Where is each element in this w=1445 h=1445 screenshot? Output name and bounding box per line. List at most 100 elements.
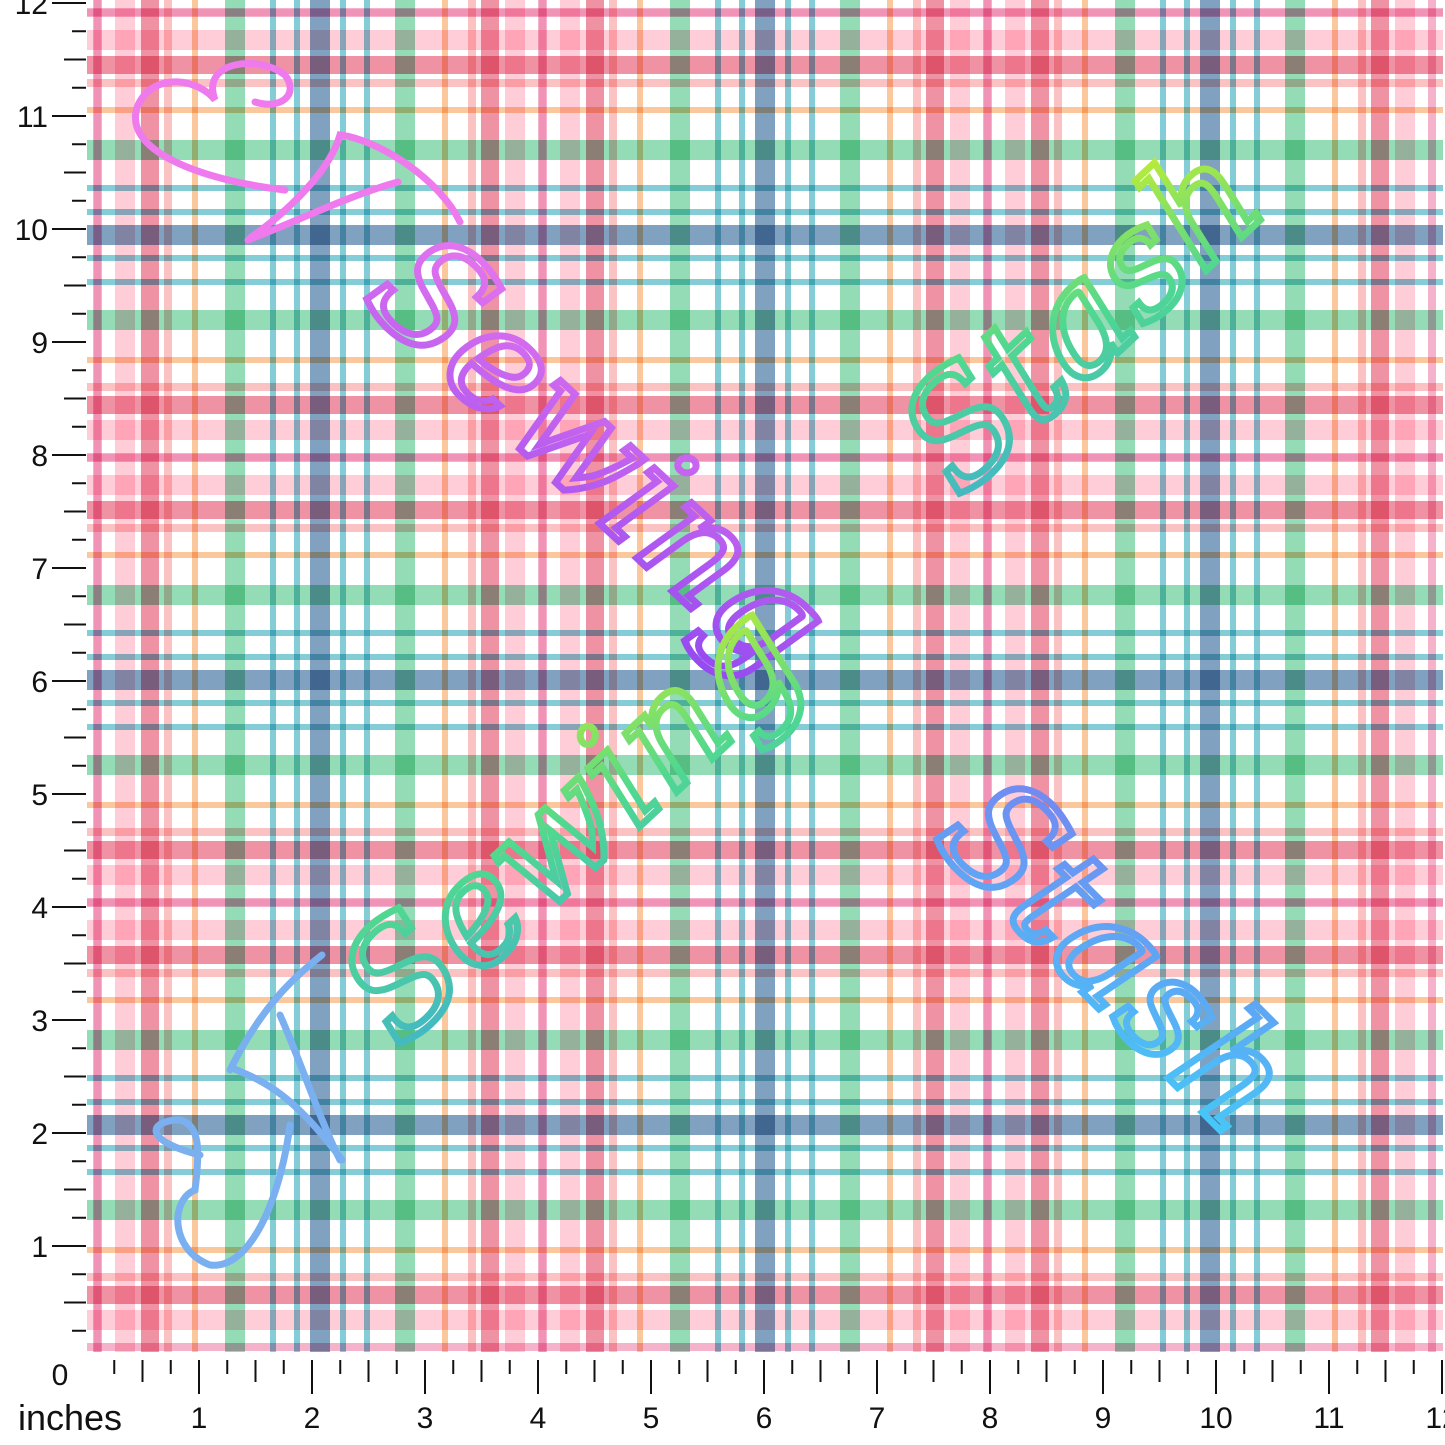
vertical-stripe xyxy=(164,0,172,1352)
vertical-stripe xyxy=(310,0,330,1352)
horizontal-stripe xyxy=(87,9,1443,17)
vertical-stripe xyxy=(192,0,198,1352)
vertical-stripe xyxy=(560,0,580,1352)
ruler-origin-label: 0 xyxy=(52,1359,69,1392)
vertical-stripe xyxy=(840,0,860,1352)
horizontal-stripe xyxy=(87,828,1443,836)
horizontal-stripe xyxy=(87,1343,1443,1351)
vertical-stripe xyxy=(1358,0,1366,1352)
horizontal-stripe xyxy=(87,802,1443,808)
vertical-stripe xyxy=(1054,0,1062,1352)
horizontal-stripe xyxy=(87,920,1443,940)
vertical-stripe xyxy=(364,0,370,1352)
vertical-stripe xyxy=(809,0,815,1352)
vertical-stripe xyxy=(926,0,944,1352)
horizontal-stripe xyxy=(87,1286,1443,1304)
vertical-stripe xyxy=(270,0,276,1352)
vertical-stripe xyxy=(1254,0,1260,1352)
y-axis-label: 2 xyxy=(31,1118,48,1151)
y-axis-label: 5 xyxy=(31,779,48,812)
vertical-stripe xyxy=(785,0,791,1352)
vertical-stripe xyxy=(1184,0,1190,1352)
horizontal-stripe xyxy=(87,899,1443,907)
y-axis-label: 10 xyxy=(15,214,48,247)
y-axis-label: 6 xyxy=(31,666,48,699)
x-axis-label: 10 xyxy=(1199,1402,1232,1435)
horizontal-stripe xyxy=(87,310,1443,330)
ruler-unit-label: inches xyxy=(18,1397,122,1438)
vertical-stripe xyxy=(1395,0,1415,1352)
vertical-stripe xyxy=(1230,0,1236,1352)
vertical-stripe xyxy=(481,0,499,1352)
vertical-stripe xyxy=(1082,0,1088,1352)
horizontal-stripe xyxy=(87,107,1443,113)
heart-arrow-bottom-left xyxy=(152,951,346,1269)
vertical-stripe xyxy=(1115,0,1135,1352)
vertical-stripe xyxy=(1005,0,1025,1352)
vertical-stripe xyxy=(715,0,721,1352)
y-axis-label: 7 xyxy=(31,553,48,586)
vertical-stripe xyxy=(294,0,300,1352)
vertical-stripe xyxy=(539,0,547,1352)
vertical-stripe xyxy=(505,0,525,1352)
vertical-stripe xyxy=(755,0,775,1352)
horizontal-stripe xyxy=(87,30,1443,50)
horizontal-stripe xyxy=(87,841,1443,859)
x-axis-label: 9 xyxy=(1095,1402,1112,1435)
vertical-stripe xyxy=(609,0,617,1352)
vertical-stripe xyxy=(94,0,102,1352)
vertical-stripe xyxy=(340,0,346,1352)
vertical-stripe xyxy=(442,0,448,1352)
vertical-stripe xyxy=(1428,0,1436,1352)
vertical-stripe xyxy=(395,0,415,1352)
x-axis-label: 6 xyxy=(756,1402,773,1435)
horizontal-stripe xyxy=(87,1169,1443,1175)
horizontal-stripe xyxy=(87,396,1443,414)
vertical-stripe xyxy=(887,0,893,1352)
x-axis-label: 5 xyxy=(643,1402,660,1435)
vertical-stripe xyxy=(1200,0,1220,1352)
horizontal-stripe xyxy=(87,1200,1443,1220)
horizontal-stripe xyxy=(87,1247,1443,1253)
x-axis-label: 8 xyxy=(982,1402,999,1435)
y-axis-label: 11 xyxy=(17,101,48,134)
horizontal-stripe xyxy=(87,140,1443,160)
horizontal-stripe xyxy=(87,1145,1443,1151)
vertical-stripe xyxy=(1031,0,1049,1352)
horizontal-stripe xyxy=(87,383,1443,391)
x-axis-label: 4 xyxy=(530,1402,547,1435)
vertical-stripe xyxy=(141,0,159,1352)
x-axis-label: 7 xyxy=(869,1402,886,1435)
vertical-stripe xyxy=(468,0,476,1352)
vertical-stripe xyxy=(115,0,135,1352)
vertical-stripe xyxy=(950,0,970,1352)
horizontal-stripe xyxy=(87,420,1443,440)
vertical-stripe xyxy=(1160,0,1166,1352)
vertical-stripe xyxy=(1371,0,1389,1352)
x-axis-label: 12 xyxy=(1425,1402,1445,1435)
x-axis-label: 11 xyxy=(1313,1402,1344,1435)
y-axis-label: 9 xyxy=(31,327,48,360)
y-axis-label: 3 xyxy=(31,1005,48,1038)
vertical-stripe xyxy=(984,0,992,1352)
horizontal-stripe xyxy=(87,1273,1443,1281)
horizontal-stripe xyxy=(87,357,1443,363)
vertical-stripe xyxy=(913,0,921,1352)
heart-arrow-top-left xyxy=(132,60,464,244)
vertical-stripe xyxy=(586,0,604,1352)
y-axis-label: 1 xyxy=(31,1231,48,1264)
y-axis-label: 4 xyxy=(31,892,48,925)
x-axis-label: 1 xyxy=(191,1402,208,1435)
horizontal-stripe xyxy=(87,865,1443,885)
vertical-stripe xyxy=(739,0,745,1352)
vertical-stripe xyxy=(1332,0,1338,1352)
horizontal-stripe xyxy=(87,1310,1443,1330)
x-axis-label: 2 xyxy=(304,1402,321,1435)
y-axis-label: 8 xyxy=(31,440,48,473)
vertical-stripe xyxy=(637,0,643,1352)
vertical-stripe xyxy=(1285,0,1305,1352)
vertical-stripe xyxy=(225,0,245,1352)
